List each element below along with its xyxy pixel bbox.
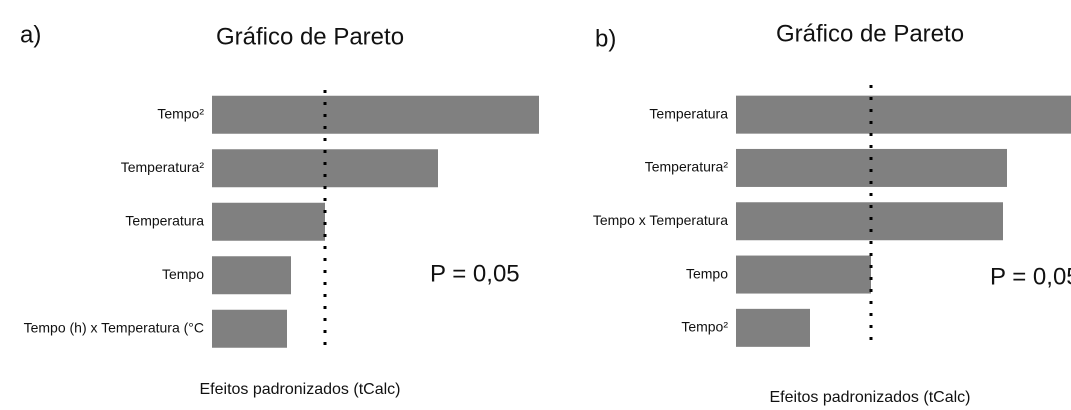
bar [212,256,291,295]
category-label: Temperatura² [645,159,729,175]
category-label: Tempo x Temperatura [593,212,728,228]
bar [736,148,1007,187]
category-label: Tempo [686,265,728,281]
bar [736,95,1071,134]
x-axis-label: Efeitos padronizados (tCalc) [200,381,401,398]
chart-title: Gráfico de Pareto [216,23,404,50]
annotation: P = 0,05 [990,263,1071,290]
x-axis-label: Efeitos padronizados (tCalc) [770,389,971,406]
chart-title: Gráfico de Pareto [776,20,964,47]
annotation: P = 0,05 [430,260,520,287]
bar [212,95,539,134]
category-label: Temperatura² [121,159,205,175]
category-label: Tempo² [157,105,204,121]
category-label: Temperatura [125,212,204,228]
bar [212,149,438,188]
bar [736,308,810,347]
panel-label: a) [20,21,41,48]
panel-label: b) [595,25,616,52]
bar [212,309,287,348]
category-label: Temperatura [649,105,728,121]
category-label: Tempo [162,266,204,282]
bar [736,255,871,294]
category-label: Tempo (h) x Temperatura (°C [24,319,204,335]
bar [212,202,325,241]
category-label: Tempo² [681,319,728,335]
bar [736,202,1003,241]
